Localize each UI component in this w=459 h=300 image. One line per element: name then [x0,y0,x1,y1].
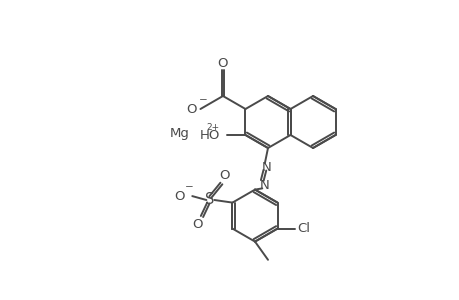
Text: −: − [199,95,207,105]
Text: N: N [262,161,271,174]
Text: O: O [192,218,203,231]
Text: O: O [174,190,184,202]
Text: −: − [185,182,193,192]
Text: O: O [185,103,196,116]
Text: 2+: 2+ [206,122,219,131]
Text: O: O [217,56,228,70]
Text: Mg: Mg [170,127,190,140]
Text: O: O [218,169,229,182]
Text: N: N [259,179,269,192]
Text: Cl: Cl [297,222,309,235]
Text: HO: HO [199,128,219,142]
Text: S: S [204,193,213,208]
